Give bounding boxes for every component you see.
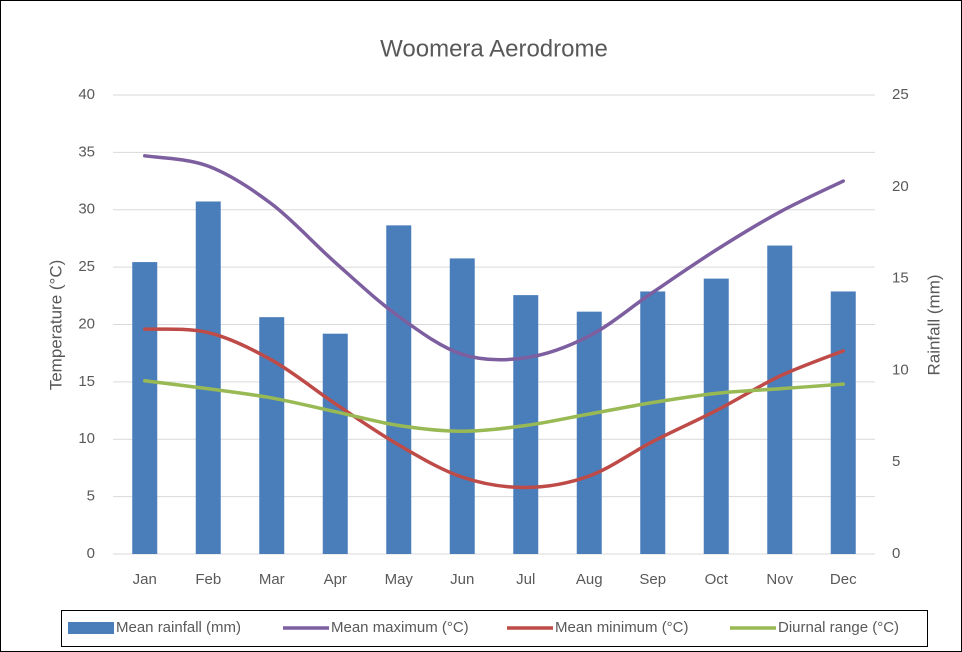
x-tick-label: May bbox=[385, 571, 414, 588]
bar bbox=[259, 317, 285, 554]
x-tick-label: Jun bbox=[450, 571, 474, 588]
y2-tick-label: 25 bbox=[892, 86, 909, 103]
x-tick-label: Jul bbox=[516, 571, 535, 588]
bar bbox=[830, 291, 856, 554]
y-tick-label: 25 bbox=[78, 258, 95, 275]
x-tick-label: Nov bbox=[766, 571, 793, 588]
x-tick-label: Feb bbox=[195, 571, 221, 588]
x-tick-label: Oct bbox=[705, 571, 729, 588]
x-tick-label: Dec bbox=[830, 571, 857, 588]
x-tick-label: Mar bbox=[259, 571, 285, 588]
legend-label: Mean rainfall (mm) bbox=[116, 619, 241, 636]
legend-swatch bbox=[68, 622, 114, 634]
line bbox=[143, 154, 845, 362]
legend-box bbox=[61, 610, 928, 647]
y-tick-label: 5 bbox=[87, 488, 95, 505]
bar bbox=[449, 258, 475, 554]
x-tick-label: Apr bbox=[324, 571, 347, 588]
y-tick-label: 15 bbox=[78, 373, 95, 390]
y-axis-title: Temperature (°C) bbox=[46, 260, 65, 391]
x-tick-label: Jan bbox=[133, 571, 157, 588]
bar bbox=[132, 262, 158, 554]
legend-label: Diurnal range (°C) bbox=[778, 619, 899, 636]
y-tick-label: 10 bbox=[78, 430, 95, 447]
legend-label: Mean maximum (°C) bbox=[331, 619, 469, 636]
y2-tick-label: 5 bbox=[892, 453, 900, 470]
line bbox=[143, 327, 845, 490]
y2-tick-label: 20 bbox=[892, 178, 909, 195]
x-tick-label: Aug bbox=[576, 571, 603, 588]
bar bbox=[386, 225, 412, 554]
bar bbox=[322, 333, 348, 554]
y2-axis-title: Rainfall (mm) bbox=[924, 274, 943, 375]
y2-tick-label: 0 bbox=[892, 545, 900, 562]
line bbox=[143, 378, 845, 433]
bar bbox=[767, 245, 793, 554]
y2-tick-label: 10 bbox=[892, 361, 909, 378]
y-tick-label: 40 bbox=[78, 86, 95, 103]
bar bbox=[195, 201, 221, 554]
legend-label: Mean minimum (°C) bbox=[555, 619, 689, 636]
y-tick-label: 0 bbox=[87, 545, 95, 562]
x-tick-label: Sep bbox=[639, 571, 666, 588]
y-tick-label: 30 bbox=[78, 201, 95, 218]
bar bbox=[640, 291, 666, 554]
y-tick-label: 20 bbox=[78, 315, 95, 332]
bar bbox=[576, 311, 602, 554]
chart-title: Woomera Aerodrome bbox=[380, 35, 608, 62]
y-tick-label: 35 bbox=[78, 143, 95, 160]
y2-tick-label: 15 bbox=[892, 270, 909, 287]
